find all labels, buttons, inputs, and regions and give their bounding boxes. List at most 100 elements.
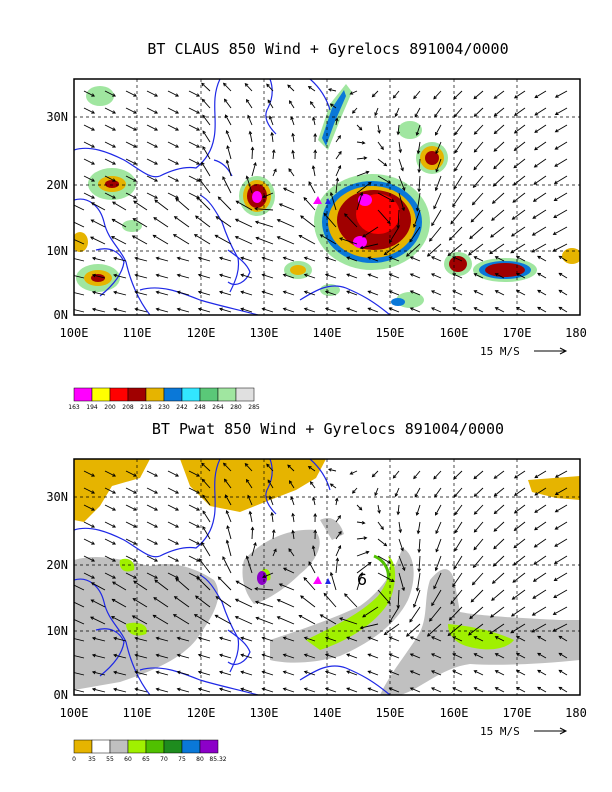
wind-vector-head [154, 575, 159, 579]
wind-vector-head [240, 290, 245, 295]
wind-vector-head [394, 113, 399, 118]
wind-vector [92, 257, 106, 262]
wind-vector-head [196, 161, 201, 165]
wind-vector [435, 158, 442, 172]
wind-vector [174, 216, 190, 228]
wind-vector-head [513, 510, 518, 514]
wind-vector-head [112, 127, 117, 131]
wind-vector [223, 82, 232, 92]
wind-vector [447, 243, 463, 256]
wind-vector [434, 487, 442, 498]
wind-vector-head [361, 520, 366, 525]
wind-vector-head [377, 509, 381, 514]
wind-vector-head [91, 144, 96, 148]
wind-vector [135, 671, 148, 676]
wind-vector-head [309, 481, 314, 485]
wind-vector-head [176, 670, 181, 675]
panel1-map [73, 78, 581, 316]
wind-vector [167, 175, 179, 182]
wind-vector-head [537, 306, 541, 311]
wind-vector [104, 158, 116, 165]
wind-vector [271, 512, 274, 523]
wind-vector-head [511, 596, 516, 600]
wind-vector-head [196, 541, 201, 545]
wind-vector-head [194, 595, 199, 600]
wind-vector-head [363, 156, 368, 160]
wind-vector-head [492, 563, 497, 567]
wind-vector [514, 141, 526, 151]
wind-vector [494, 470, 505, 479]
wind-vector-head [383, 631, 388, 636]
wind-vector-head [554, 94, 559, 98]
wind-vector-head [388, 670, 393, 674]
wind-vector [452, 572, 463, 587]
wind-vector-head [454, 511, 458, 516]
wind-vector-head [110, 236, 115, 240]
wind-vector-head [153, 597, 158, 601]
wind-vector-head [226, 145, 230, 150]
wind-vector-head [452, 290, 457, 294]
wind-vector [135, 291, 148, 296]
wind-vector-head [226, 525, 230, 530]
wind-vector [240, 291, 253, 296]
wind-vector [474, 290, 484, 296]
wind-vector-head [254, 220, 259, 225]
wind-vector [435, 141, 442, 154]
wind-vector-head [303, 577, 308, 581]
wind-vector [398, 555, 406, 571]
colorbar-swatch [217, 387, 237, 402]
wind-vector-head [323, 212, 328, 217]
wind-vector-head [329, 483, 334, 487]
panel2-gyre-marker [313, 576, 322, 584]
wind-vector [112, 201, 127, 211]
wind-vector-head [248, 510, 253, 515]
wind-vector [283, 257, 295, 262]
wind-vector [356, 171, 369, 177]
wind-vector [194, 234, 211, 245]
wind-vector-head [531, 629, 536, 633]
wind-vector-head [197, 290, 202, 295]
wind-vector-head [300, 215, 304, 219]
wind-vector [83, 572, 95, 579]
wind-vector-head [447, 252, 452, 257]
wind-vector [272, 549, 277, 557]
wind-vector-head [319, 614, 324, 618]
wind-vector [356, 562, 372, 574]
wind-vector [83, 504, 95, 511]
wind-vector-head [196, 576, 201, 581]
wind-vector [339, 237, 358, 245]
wind-vector-head [247, 114, 251, 119]
wind-vector [555, 107, 568, 115]
wind-vector [450, 209, 463, 224]
wind-vector-head [298, 234, 303, 239]
wind-vector [287, 84, 295, 92]
panel2-lon-label: 110E [123, 706, 152, 720]
wind-vector [156, 274, 169, 279]
wind-vector-head [223, 98, 228, 103]
wind-vector-head [417, 188, 421, 193]
wind-vector [410, 256, 421, 262]
wind-vector [173, 234, 190, 245]
wind-vector [514, 90, 526, 99]
wind-vector-head [90, 616, 94, 620]
wind-vector-head [91, 307, 96, 312]
wind-vector [493, 158, 505, 169]
wind-vector-head [91, 541, 96, 545]
wind-vector-head [198, 178, 203, 182]
wind-vector-head [452, 203, 456, 208]
wind-vector [312, 546, 316, 557]
wind-vector [235, 218, 253, 228]
wind-vector-head [234, 235, 239, 240]
wind-vector-head [134, 653, 139, 658]
wind-vector-head [175, 93, 180, 97]
wind-vector [146, 487, 158, 494]
wind-vector [269, 496, 274, 506]
wind-vector-head [344, 213, 348, 217]
wind-vector [246, 556, 253, 574]
panel2-lat-label: 0N [54, 688, 68, 702]
wind-vector-head [494, 636, 499, 640]
wind-vector-head [133, 127, 138, 131]
wind-vector-head [334, 117, 339, 122]
wind-vector-head [253, 541, 257, 546]
wind-vector [188, 555, 200, 562]
